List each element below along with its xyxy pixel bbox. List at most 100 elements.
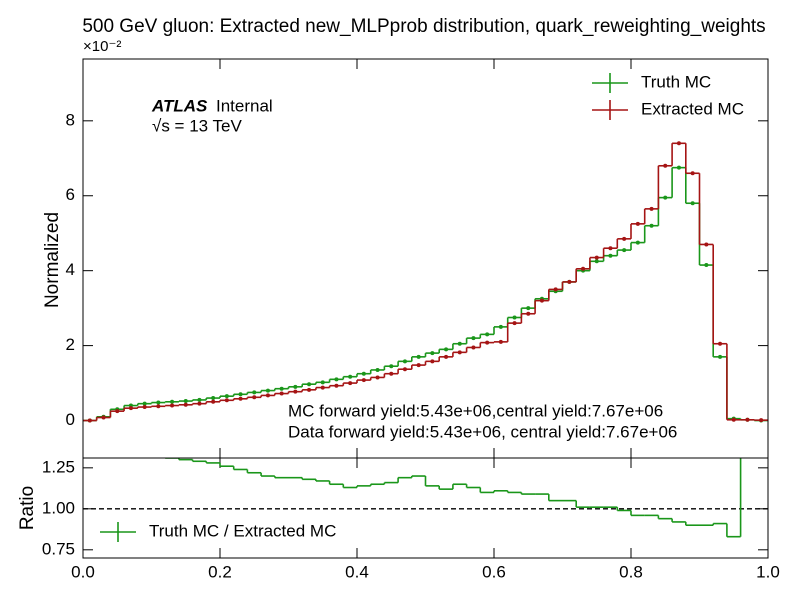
bin-marker <box>389 364 394 369</box>
bin-marker <box>594 259 599 264</box>
y-tick-label: 4 <box>66 260 75 279</box>
bin-marker <box>142 401 147 406</box>
x-tick-label: 0.4 <box>345 562 369 581</box>
bin-marker <box>718 341 723 346</box>
bin-marker <box>663 195 668 200</box>
bin-marker <box>252 390 257 395</box>
bin-marker <box>183 399 188 404</box>
bin-marker <box>101 415 106 420</box>
bin-marker <box>224 394 229 399</box>
plot-area <box>83 458 768 538</box>
bin-marker <box>375 375 380 380</box>
bin-marker <box>348 374 353 379</box>
bin-marker <box>457 350 462 355</box>
bin-marker <box>115 409 120 414</box>
bin-marker <box>128 406 133 411</box>
bin-marker <box>265 393 270 398</box>
bin-marker <box>224 398 229 403</box>
bin-marker <box>498 339 503 344</box>
x-tick-label: 0.2 <box>208 562 232 581</box>
bin-marker <box>485 332 490 337</box>
bin-marker <box>334 377 339 382</box>
offset-label: ×10⁻² <box>83 38 121 55</box>
bin-marker <box>307 387 312 392</box>
plot-frame <box>82 457 769 559</box>
legend-label: Truth MC <box>641 72 711 91</box>
x-tick-label: 1.0 <box>756 562 780 581</box>
bin-marker <box>444 354 449 359</box>
bin-marker <box>307 382 312 387</box>
bin-marker <box>170 403 175 408</box>
y-tick-label: 1.25 <box>42 457 75 476</box>
bin-marker <box>320 385 325 390</box>
y-tick-label: 1.00 <box>42 498 75 517</box>
x-tick-label: 0.8 <box>619 562 643 581</box>
bin-marker <box>676 141 681 146</box>
bin-marker <box>759 418 764 423</box>
y-tick-label: 8 <box>66 110 75 129</box>
step-connector <box>164 458 742 537</box>
x-tick-label: 0.0 <box>71 562 95 581</box>
bin-marker <box>471 336 476 341</box>
bin-marker <box>622 248 627 253</box>
bin-marker <box>539 298 544 303</box>
bin-marker <box>649 206 654 211</box>
chart-title: 500 GeV gluon: Extracted new_MLPprob dis… <box>82 16 765 37</box>
bin-marker <box>156 400 161 405</box>
bin-marker <box>402 359 407 364</box>
bin-marker <box>389 371 394 376</box>
bin-marker <box>731 417 736 422</box>
bin-marker <box>512 315 517 320</box>
legend-label: Extracted MC <box>641 99 744 118</box>
y-tick-label: 0 <box>66 410 75 429</box>
bin-marker <box>745 417 750 422</box>
bin-marker <box>142 405 147 410</box>
bin-marker <box>622 236 627 241</box>
bin-marker <box>375 367 380 372</box>
bin-marker <box>498 324 503 329</box>
bin-marker <box>87 418 92 423</box>
step-connector <box>95 143 756 421</box>
bin-marker <box>320 380 325 385</box>
annotation: MC forward yield:5.43e+06,central yield:… <box>288 401 663 420</box>
bin-marker <box>156 404 161 409</box>
plot-area <box>83 141 768 423</box>
bin-marker <box>279 386 284 391</box>
bin-marker <box>416 363 421 368</box>
bin-marker <box>526 306 531 311</box>
bin-marker <box>361 371 366 376</box>
bin-marker <box>704 242 709 247</box>
bin-marker <box>197 401 202 406</box>
bin-marker <box>238 392 243 397</box>
bin-marker <box>635 240 640 245</box>
bin-marker <box>183 402 188 407</box>
bin-marker <box>526 311 531 316</box>
bin-marker <box>663 163 668 168</box>
bin-marker <box>690 201 695 206</box>
y-axis-label: Ratio <box>17 486 38 530</box>
step-connector <box>95 167 756 421</box>
bin-marker <box>512 321 517 326</box>
bin-marker <box>553 287 558 292</box>
y-tick-label: 2 <box>66 335 75 354</box>
x-tick-label: 0.6 <box>482 562 506 581</box>
bin-marker <box>402 367 407 372</box>
status-label: Internal <box>216 96 273 115</box>
bin-marker <box>704 263 709 268</box>
bin-marker <box>594 255 599 260</box>
annotation: Data forward yield:5.43e+06, central yie… <box>288 422 677 441</box>
bin-marker <box>430 351 435 356</box>
experiment-label: ATLAS <box>151 96 208 115</box>
bin-marker <box>690 171 695 176</box>
bin-marker <box>416 354 421 359</box>
bin-marker <box>211 396 216 401</box>
y-tick-label: 0.75 <box>42 539 75 558</box>
bin-marker <box>197 397 202 402</box>
bin-marker <box>293 384 298 389</box>
bin-marker <box>265 388 270 393</box>
y-tick-label: 6 <box>66 185 75 204</box>
bin-marker <box>361 378 366 383</box>
bin-marker <box>252 395 257 400</box>
bin-marker <box>649 223 654 228</box>
